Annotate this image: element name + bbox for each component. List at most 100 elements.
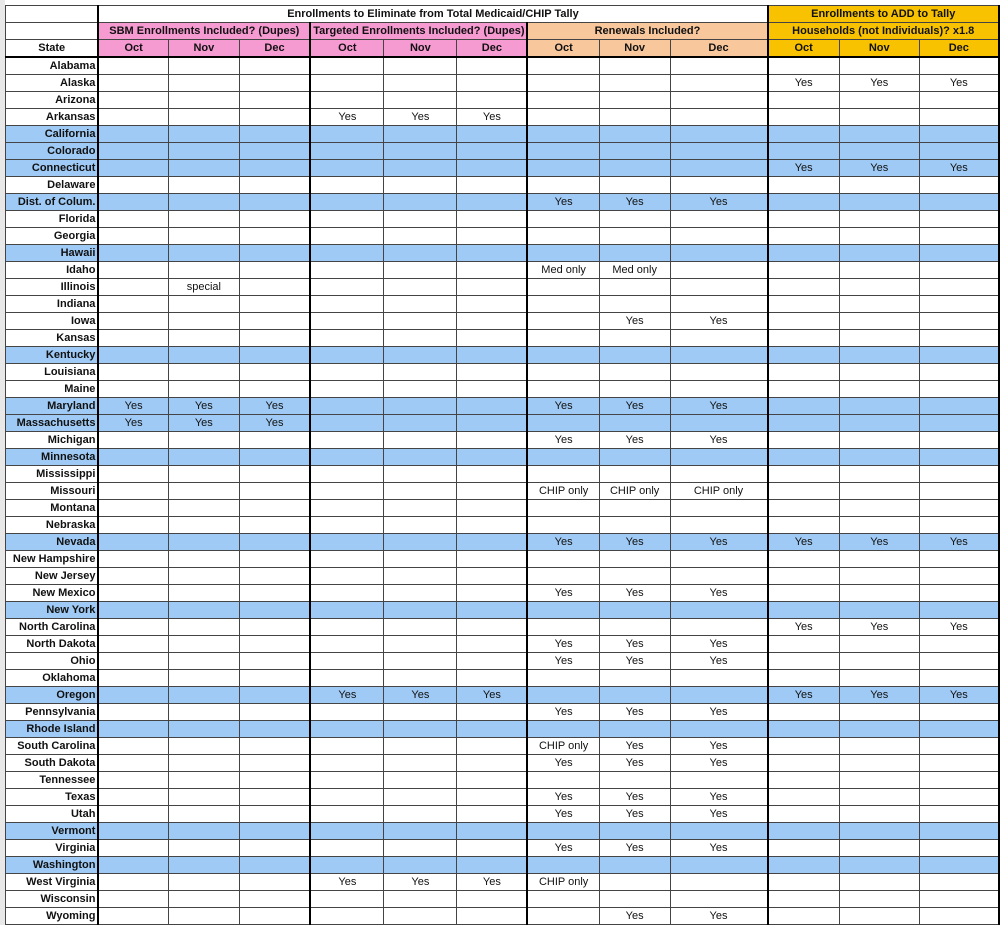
data-cell[interactable] (526, 669, 600, 687)
state-column-header[interactable]: State (5, 39, 100, 58)
data-cell[interactable] (767, 261, 840, 279)
data-cell[interactable] (669, 210, 769, 228)
data-cell[interactable] (383, 312, 458, 330)
data-cell[interactable] (167, 754, 240, 772)
data-cell[interactable] (97, 91, 169, 109)
data-cell[interactable] (383, 805, 458, 823)
data-cell[interactable]: Yes (309, 686, 385, 704)
data-cell[interactable] (918, 176, 1000, 194)
data-cell[interactable] (767, 380, 840, 398)
data-cell[interactable] (669, 890, 769, 908)
data-cell[interactable] (598, 295, 671, 313)
data-cell[interactable] (838, 652, 920, 670)
data-cell[interactable] (456, 754, 529, 772)
data-cell[interactable] (238, 244, 312, 262)
data-cell[interactable] (838, 125, 920, 143)
data-cell[interactable] (526, 465, 600, 483)
data-cell[interactable] (669, 244, 769, 262)
data-cell[interactable] (167, 516, 240, 534)
state-cell[interactable]: New York (5, 601, 100, 619)
data-cell[interactable] (767, 363, 840, 381)
state-cell[interactable]: New Jersey (5, 567, 100, 585)
data-cell[interactable] (918, 754, 1000, 772)
data-cell[interactable]: CHIP only (526, 482, 600, 500)
data-cell[interactable] (838, 499, 920, 517)
data-cell[interactable] (669, 873, 769, 891)
data-cell[interactable] (598, 227, 671, 245)
data-cell[interactable] (238, 567, 312, 585)
data-cell[interactable]: Yes (767, 159, 840, 177)
data-cell[interactable] (309, 278, 385, 296)
data-cell[interactable] (767, 907, 840, 925)
data-cell[interactable] (167, 805, 240, 823)
data-cell[interactable] (767, 244, 840, 262)
data-cell[interactable] (167, 720, 240, 738)
state-cell[interactable]: Hawaii (5, 244, 100, 262)
data-cell[interactable] (383, 652, 458, 670)
data-cell[interactable] (838, 584, 920, 602)
data-cell[interactable] (838, 329, 920, 347)
data-cell[interactable] (838, 176, 920, 194)
data-cell[interactable] (598, 567, 671, 585)
data-cell[interactable] (167, 686, 240, 704)
data-cell[interactable] (456, 74, 529, 92)
data-cell[interactable] (309, 380, 385, 398)
data-cell[interactable] (167, 703, 240, 721)
data-cell[interactable] (918, 669, 1000, 687)
data-cell[interactable] (456, 737, 529, 755)
month-header[interactable]: Nov (383, 39, 458, 58)
data-cell[interactable] (526, 720, 600, 738)
data-cell[interactable] (456, 788, 529, 806)
data-cell[interactable] (669, 499, 769, 517)
data-cell[interactable] (456, 635, 529, 653)
data-cell[interactable] (526, 74, 600, 92)
data-cell[interactable] (526, 618, 600, 636)
eliminate-title[interactable]: Enrollments to Eliminate from Total Medi… (97, 5, 769, 23)
data-cell[interactable] (918, 261, 1000, 279)
data-cell[interactable] (918, 652, 1000, 670)
data-cell[interactable] (238, 771, 312, 789)
data-cell[interactable] (767, 822, 840, 840)
data-cell[interactable] (918, 720, 1000, 738)
data-cell[interactable] (918, 346, 1000, 364)
data-cell[interactable] (767, 550, 840, 568)
data-cell[interactable]: Yes (598, 754, 671, 772)
data-cell[interactable] (238, 278, 312, 296)
data-cell[interactable] (456, 771, 529, 789)
data-cell[interactable] (456, 397, 529, 415)
data-cell[interactable]: Yes (598, 652, 671, 670)
data-cell[interactable] (456, 652, 529, 670)
data-cell[interactable]: Yes (526, 635, 600, 653)
data-cell[interactable] (598, 499, 671, 517)
state-cell[interactable]: North Carolina (5, 618, 100, 636)
data-cell[interactable] (456, 703, 529, 721)
data-cell[interactable] (838, 414, 920, 432)
data-cell[interactable] (309, 142, 385, 160)
month-header[interactable]: Oct (767, 39, 840, 58)
data-cell[interactable] (309, 159, 385, 177)
state-cell[interactable]: Colorado (5, 142, 100, 160)
data-cell[interactable] (309, 669, 385, 687)
data-cell[interactable] (309, 652, 385, 670)
data-cell[interactable] (526, 567, 600, 585)
data-cell[interactable] (456, 295, 529, 313)
data-cell[interactable] (167, 56, 240, 75)
data-cell[interactable] (918, 550, 1000, 568)
data-cell[interactable] (167, 261, 240, 279)
data-cell[interactable] (97, 873, 169, 891)
data-cell[interactable] (598, 720, 671, 738)
data-cell[interactable] (97, 108, 169, 126)
data-cell[interactable] (838, 856, 920, 874)
data-cell[interactable] (167, 329, 240, 347)
data-cell[interactable] (97, 261, 169, 279)
data-cell[interactable] (167, 193, 240, 211)
data-cell[interactable] (238, 754, 312, 772)
state-cell[interactable]: Nebraska (5, 516, 100, 534)
data-cell[interactable]: Yes (238, 397, 312, 415)
data-cell[interactable] (97, 601, 169, 619)
data-cell[interactable] (767, 125, 840, 143)
data-cell[interactable] (838, 703, 920, 721)
data-cell[interactable] (238, 550, 312, 568)
data-cell[interactable] (669, 380, 769, 398)
month-header[interactable]: Oct (526, 39, 600, 58)
